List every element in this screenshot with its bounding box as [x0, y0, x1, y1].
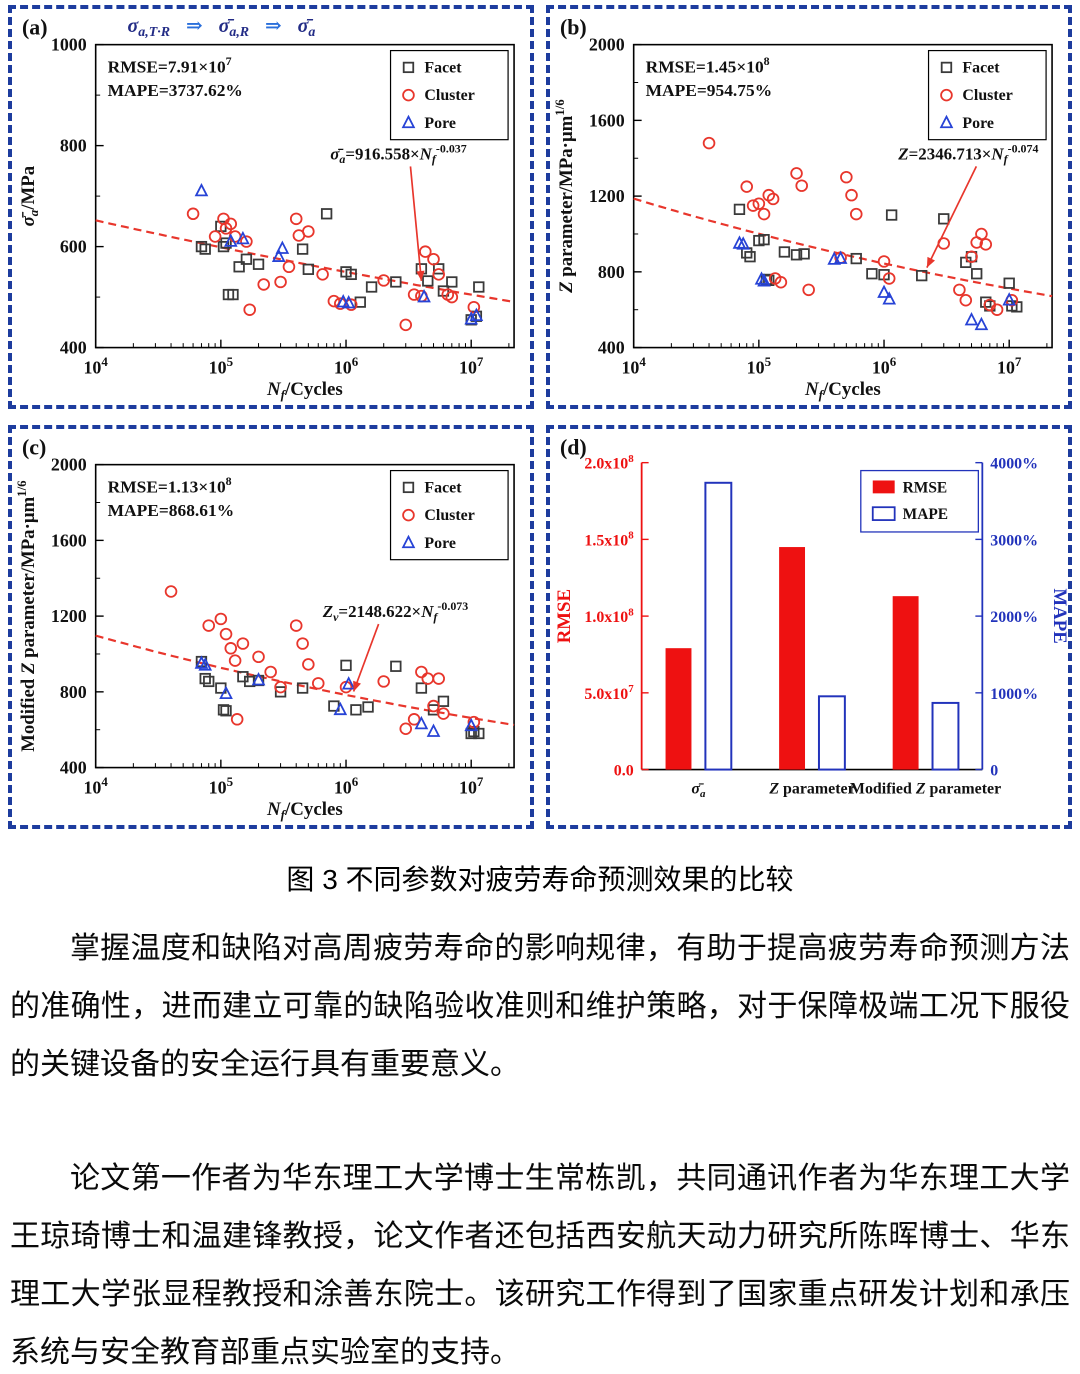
- svg-text:Pore: Pore: [424, 535, 456, 552]
- svg-text:Facet: Facet: [424, 59, 462, 76]
- svg-text:Z parameter: Z parameter: [768, 780, 854, 797]
- svg-text:800: 800: [60, 136, 87, 156]
- svg-text:106: 106: [334, 774, 359, 797]
- panel-d: 0.0 5.0x107 1.0x108 1.5x108 2.0x108 0 1000% 200…: [546, 425, 1072, 829]
- svg-text:RMSE: RMSE: [903, 479, 948, 496]
- svg-text:107: 107: [459, 774, 484, 797]
- svg-text:Zv=2148.622×Nf-0.073: Zv=2148.622×Nf-0.073: [322, 599, 469, 624]
- figure-3-panels: 104 105 106 107 400 600 800 1000 Nf/Cycles σ̄a/MP…: [8, 5, 1072, 829]
- panel-a: 104 105 106 107 400 600 800 1000 Nf/Cycles σ̄a/MP…: [8, 5, 534, 409]
- svg-text:σ̄a: σ̄a: [298, 15, 316, 40]
- svg-text:1000: 1000: [51, 35, 87, 55]
- chart-c-scatter: 104 105 106 107 400 800 1200 1600 2000 Nf/Cycles M…: [14, 436, 515, 822]
- svg-text:104: 104: [621, 354, 646, 377]
- svg-text:Modified Z parameter: Modified Z parameter: [850, 780, 1001, 797]
- svg-text:106: 106: [872, 354, 897, 377]
- svg-text:RMSE=7.91×107: RMSE=7.91×107: [108, 54, 232, 76]
- svg-text:σ̄a,R: σ̄a,R: [219, 15, 250, 40]
- svg-text:5.0x107: 5.0x107: [584, 683, 634, 703]
- svg-text:0: 0: [990, 763, 998, 780]
- svg-text:Facet: Facet: [962, 59, 1000, 76]
- svg-text:Z=2346.713×Nf-0.074: Z=2346.713×Nf-0.074: [897, 141, 1038, 166]
- svg-text:105: 105: [209, 354, 233, 377]
- svg-text:2.0x108: 2.0x108: [584, 453, 634, 473]
- svg-text:1200: 1200: [589, 186, 625, 206]
- svg-text:2000: 2000: [51, 455, 87, 475]
- svg-text:1600: 1600: [589, 110, 625, 130]
- svg-text:RMSE=1.45×108: RMSE=1.45×108: [646, 54, 770, 76]
- svg-text:1.5x108: 1.5x108: [584, 530, 634, 550]
- chart-a-scatter: 104 105 106 107 400 600 800 1000 Nf/Cycles σ̄a/MP…: [18, 15, 515, 402]
- svg-text:800: 800: [60, 682, 87, 702]
- svg-text:2000: 2000: [589, 35, 625, 55]
- svg-text:105: 105: [747, 354, 771, 377]
- svg-text:3000%: 3000%: [990, 532, 1038, 549]
- svg-text:(a): (a): [22, 16, 48, 40]
- svg-text:Nf/Cycles: Nf/Cycles: [266, 799, 343, 822]
- svg-text:Nf/Cycles: Nf/Cycles: [266, 379, 343, 402]
- svg-text:104: 104: [83, 354, 108, 377]
- svg-text:107: 107: [997, 354, 1022, 377]
- svg-text:Cluster: Cluster: [962, 87, 1012, 104]
- svg-text:σ̄a=916.558×Nf-0.037: σ̄a=916.558×Nf-0.037: [330, 141, 467, 166]
- svg-text:2000%: 2000%: [990, 609, 1038, 626]
- svg-text:RMSE=1.13×108: RMSE=1.13×108: [108, 474, 232, 496]
- svg-text:RMSE: RMSE: [554, 589, 575, 643]
- svg-text:107: 107: [459, 354, 484, 377]
- panel-c: 104 105 106 107 400 800 1200 1600 2000 Nf/Cycles M…: [8, 425, 534, 829]
- svg-text:0.0: 0.0: [614, 763, 634, 780]
- svg-text:Pore: Pore: [962, 115, 994, 132]
- figure-caption: 图 3 不同参数对疲劳寿命预测效果的比较: [286, 864, 794, 895]
- svg-text:600: 600: [60, 237, 87, 257]
- svg-text:MAPE=868.61%: MAPE=868.61%: [108, 501, 234, 520]
- svg-text:(b): (b): [560, 16, 587, 40]
- svg-text:σa,T·R: σa,T·R: [128, 15, 170, 40]
- chart-b-scatter: 104 105 106 107 400 800 1200 1600 2000 Nf/Cycles Z…: [552, 16, 1053, 402]
- svg-text:Nf/Cycles: Nf/Cycles: [804, 379, 881, 402]
- svg-text:4000%: 4000%: [990, 456, 1038, 473]
- paragraph-significance: 掌握温度和缺陷对高周疲劳寿命的影响规律，有助于提高疲劳寿命预测方法的准确性，进而…: [10, 932, 1070, 1081]
- svg-text:400: 400: [60, 338, 87, 358]
- svg-text:1200: 1200: [51, 606, 87, 626]
- svg-text:1600: 1600: [51, 530, 87, 550]
- svg-text:800: 800: [598, 262, 625, 282]
- svg-text:σ̄a/MPa: σ̄a/MPa: [18, 165, 41, 226]
- svg-text:Pore: Pore: [424, 115, 456, 132]
- svg-text:(d): (d): [560, 436, 587, 460]
- chart-d-bars: 0.0 5.0x107 1.0x108 1.5x108 2.0x108 0 1000% 200…: [554, 436, 1068, 800]
- svg-text:Cluster: Cluster: [424, 507, 474, 524]
- svg-text:Facet: Facet: [424, 479, 462, 496]
- svg-text:1000%: 1000%: [990, 686, 1038, 703]
- svg-text:1.0x108: 1.0x108: [584, 606, 634, 626]
- svg-text:104: 104: [83, 774, 108, 797]
- panel-b: 104 105 106 107 400 800 1200 1600 2000 Nf/Cycles Z…: [546, 5, 1072, 409]
- svg-text:Z parameter/MPa·μm1/6: Z parameter/MPa·μm1/6: [552, 99, 577, 294]
- paragraph-authors: 论文第一作者为华东理工大学博士生常栋凯，共同通讯作者为华东理工大学王琼琦博士和温…: [10, 1162, 1070, 1369]
- svg-text:σ̄a: σ̄a: [691, 780, 706, 799]
- svg-text:Cluster: Cluster: [424, 87, 474, 104]
- svg-text:Modified Z parameter/MPa·μm1/6: Modified Z parameter/MPa·μm1/6: [14, 480, 39, 752]
- svg-text:MAPE: MAPE: [903, 506, 948, 523]
- svg-text:⇒: ⇒: [186, 15, 203, 37]
- svg-text:106: 106: [334, 354, 359, 377]
- svg-text:400: 400: [60, 758, 87, 778]
- svg-text:400: 400: [598, 338, 625, 358]
- svg-text:⇒: ⇒: [265, 15, 282, 37]
- svg-text:105: 105: [209, 774, 233, 797]
- svg-text:MAPE=3737.62%: MAPE=3737.62%: [108, 81, 243, 100]
- svg-text:(c): (c): [22, 436, 46, 460]
- svg-text:MAPE: MAPE: [1049, 588, 1068, 643]
- svg-text:MAPE=954.75%: MAPE=954.75%: [646, 81, 772, 100]
